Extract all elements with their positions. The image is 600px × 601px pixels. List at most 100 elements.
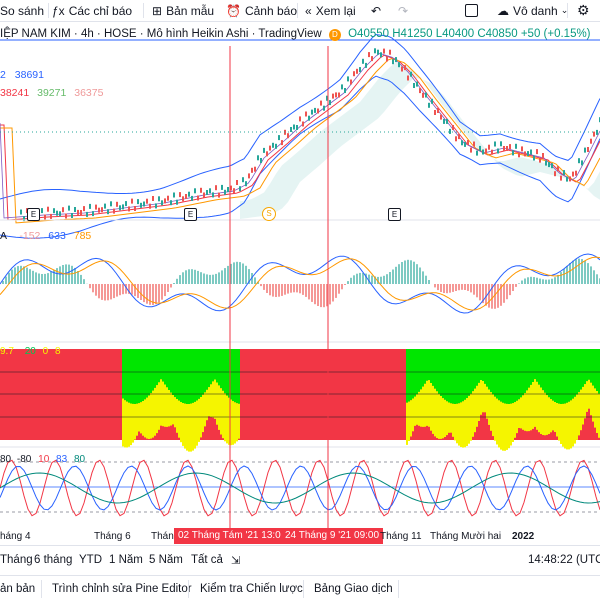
- earnings-badge[interactable]: E: [388, 208, 401, 221]
- macd-histogram-bar: [107, 284, 109, 300]
- redo-button[interactable]: ↷: [398, 0, 412, 21]
- replay-icon: «: [305, 4, 312, 18]
- macd-histogram-bar: [569, 263, 571, 284]
- candle: [407, 76, 409, 81]
- zone-yellow-bar: [226, 396, 228, 444]
- earnings-badge[interactable]: E: [184, 208, 197, 221]
- zone-yellow-bar: [496, 399, 498, 445]
- candle: [275, 144, 277, 149]
- time-label: Tháng 11: [380, 531, 422, 542]
- candle: [314, 108, 316, 113]
- candle: [287, 133, 289, 138]
- candle: [377, 50, 379, 55]
- candle: [590, 139, 592, 144]
- layout-toggle[interactable]: [465, 0, 478, 21]
- candle: [572, 172, 574, 177]
- compare-button[interactable]: So sánh: [0, 0, 44, 21]
- macd-histogram-bar: [308, 284, 310, 299]
- macd-histogram-bar: [323, 284, 325, 307]
- tab-trading-panel[interactable]: Bảng Giao dịch: [314, 583, 393, 595]
- earnings-badge[interactable]: E: [27, 208, 40, 221]
- zone-green-bar: [412, 349, 414, 399]
- range-button-6m[interactable]: 6 tháng: [34, 554, 72, 566]
- alerts-button[interactable]: ⏰Cảnh báo: [226, 0, 297, 21]
- zone-green-bar: [406, 349, 408, 403]
- tab-strategy-tester[interactable]: Kiểm tra Chiến lược: [200, 583, 303, 595]
- candle: [479, 146, 481, 151]
- ichimoku-cloud: [240, 62, 600, 219]
- macd-histogram-bar: [197, 271, 199, 284]
- candle: [392, 59, 394, 64]
- ohlc-high: H41250: [392, 28, 432, 40]
- time-label: Tháng Mười hai: [430, 531, 501, 542]
- zone-yellow-bar: [192, 403, 194, 451]
- candle: [236, 180, 238, 185]
- candle: [413, 83, 415, 88]
- toolbar-divider: [297, 3, 298, 18]
- zone-yellow-bar: [236, 403, 238, 441]
- macd-histogram-bar: [593, 270, 595, 284]
- dividend-badge[interactable]: D: [329, 29, 341, 41]
- macd-histogram-bar: [170, 284, 172, 288]
- zone-green-bar: [440, 349, 442, 396]
- zone-yellow-bar: [198, 399, 200, 442]
- macd-signal-line: [0, 257, 600, 310]
- undo-button[interactable]: ↶: [371, 0, 385, 21]
- candle: [164, 198, 166, 203]
- zone-yellow-bar: [450, 403, 452, 432]
- goto-date-icon[interactable]: ⇲: [231, 554, 240, 567]
- macd-histogram-bar: [551, 279, 553, 284]
- symbol-title[interactable]: IỆP NAM KIM · 4h · HOSE · Mô hình Heikin…: [0, 28, 322, 40]
- zone-yellow-bar: [414, 397, 416, 426]
- range-button[interactable]: Tháng: [0, 554, 33, 566]
- zone-yellow-bar: [430, 383, 432, 431]
- settings-button[interactable]: ⚙: [577, 0, 594, 21]
- zone-yellow-bar: [582, 387, 584, 425]
- candle: [134, 206, 136, 211]
- templates-button[interactable]: ⊞Bản mẫu: [152, 0, 214, 21]
- candle: [347, 76, 349, 81]
- candle: [386, 57, 388, 62]
- candle: [278, 135, 280, 140]
- macd-histogram-bar: [332, 284, 334, 302]
- zone-yellow-bar: [432, 386, 434, 434]
- zone-green-bar: [222, 349, 224, 391]
- tab-text-notes[interactable]: ản bản: [0, 583, 35, 595]
- time-axis[interactable]: háng 4 Tháng 6 Tháng 02 Tháng Tám '21 13…: [0, 527, 600, 545]
- candle: [368, 52, 370, 57]
- range-button-1y[interactable]: 1 Năm: [109, 554, 143, 566]
- zone-green-bar: [436, 349, 438, 391]
- zone-yellow-bar: [156, 385, 158, 433]
- zone-green-bar: [594, 349, 596, 388]
- zone-green-bar: [524, 349, 526, 393]
- macd-histogram-bar: [200, 272, 202, 284]
- candle: [317, 109, 319, 114]
- replay-button[interactable]: «Xem lại: [305, 0, 356, 21]
- candle: [527, 151, 529, 156]
- candle: [251, 168, 253, 173]
- candle: [362, 59, 364, 64]
- layout-name-menu[interactable]: ☁Vô danh⌄: [497, 0, 568, 21]
- range-button-5y[interactable]: 5 Năm: [149, 554, 183, 566]
- candle: [398, 62, 400, 67]
- zone-green-bar: [478, 349, 480, 383]
- zone-yellow-bar: [212, 381, 214, 417]
- candle: [113, 209, 115, 214]
- macd-histogram-bar: [182, 272, 184, 284]
- macd-histogram-bar: [296, 284, 298, 292]
- timezone-clock[interactable]: 14:48:22 (UTC+: [528, 554, 600, 566]
- split-badge[interactable]: S: [262, 207, 276, 221]
- tab-pine-editor[interactable]: Trình chỉnh sửa Pine Editor: [52, 583, 192, 595]
- range-button-ytd[interactable]: YTD: [79, 554, 102, 566]
- zone-yellow-bar: [504, 404, 506, 451]
- candle: [155, 203, 157, 208]
- macd-histogram-value: -152: [19, 230, 40, 242]
- candle: [266, 151, 268, 156]
- zone-yellow-bar: [166, 387, 168, 427]
- range-button-all[interactable]: Tất cả: [191, 554, 223, 566]
- candle: [107, 209, 109, 214]
- zone-green-bar: [414, 349, 416, 397]
- macd-histogram-bar: [236, 262, 238, 284]
- zone-green-bar: [518, 349, 520, 399]
